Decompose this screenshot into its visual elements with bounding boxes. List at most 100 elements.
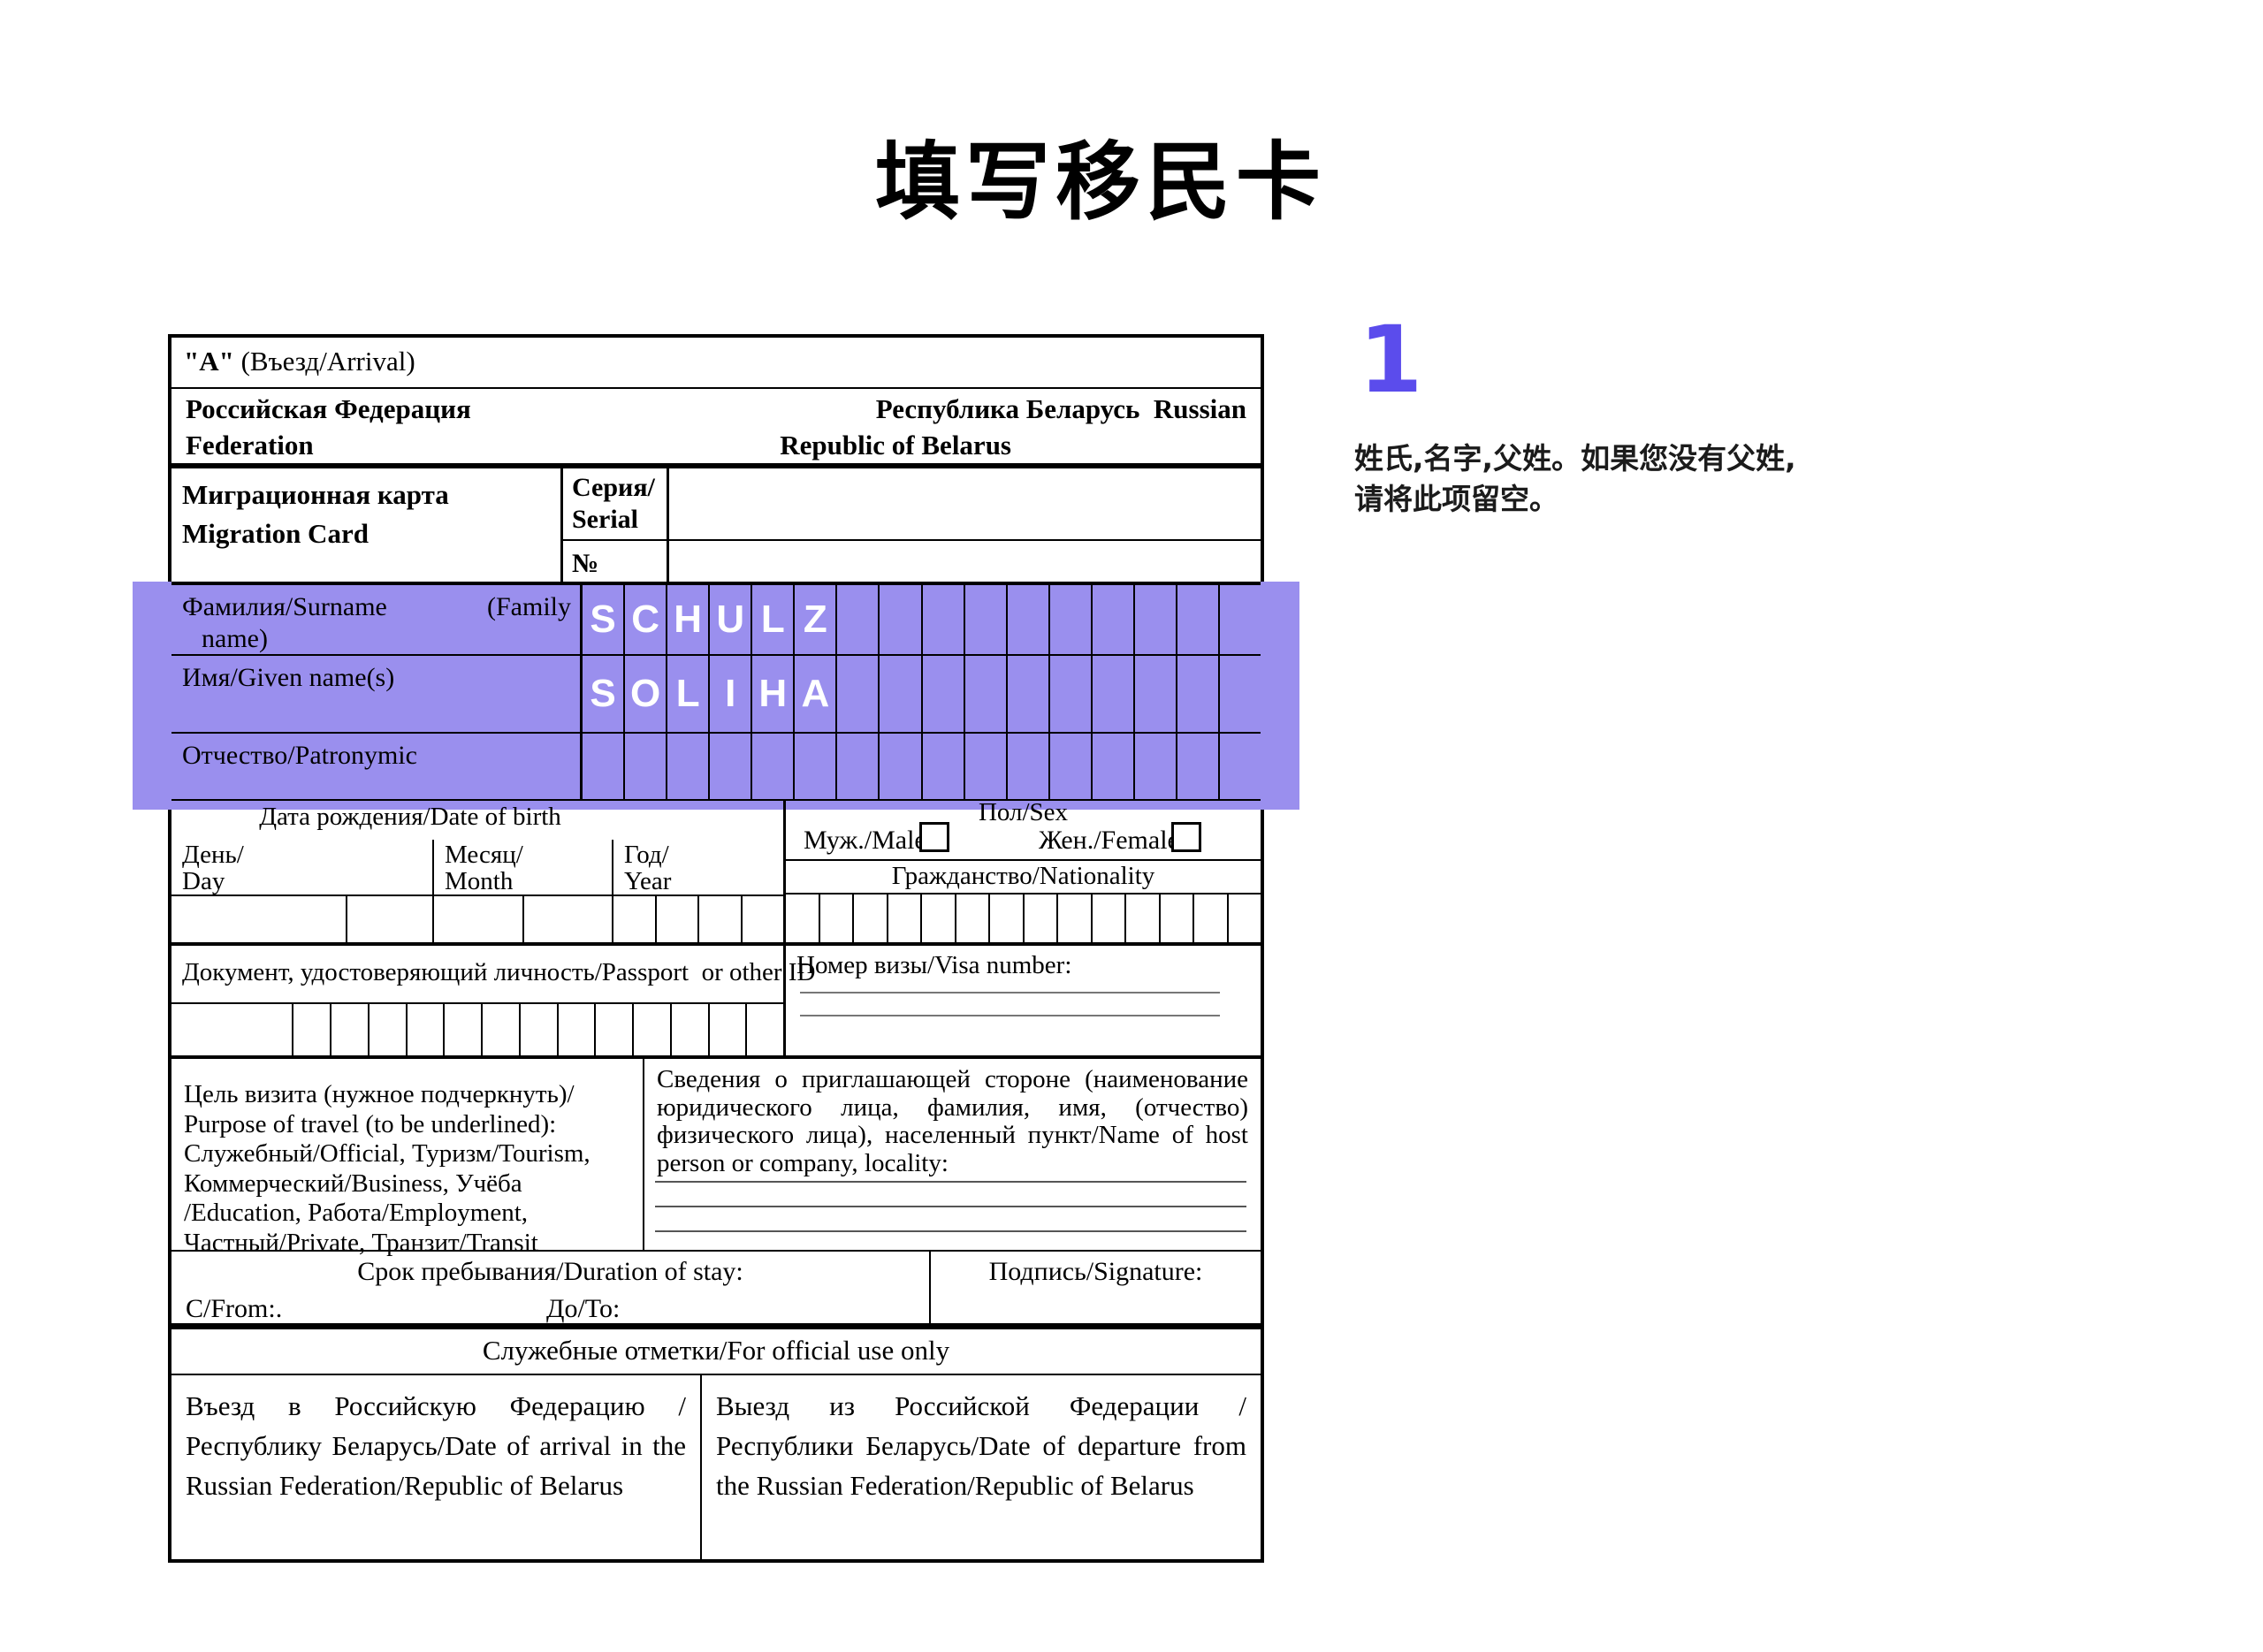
given-name-cell[interactable] <box>1048 656 1091 732</box>
year-cell[interactable] <box>697 896 741 942</box>
patronymic-cell[interactable] <box>878 734 920 799</box>
given-name-cell[interactable]: A <box>793 656 835 732</box>
given-name-cell[interactable] <box>963 656 1006 732</box>
nationality-cell[interactable] <box>1022 895 1057 942</box>
surname-cell[interactable] <box>1048 585 1091 654</box>
duration-of-stay-section: Срок пребывания/Duration of stay: C/From… <box>171 1252 929 1323</box>
passport-cell[interactable] <box>556 1004 595 1055</box>
passport-cell[interactable] <box>669 1004 708 1055</box>
patronymic-cell[interactable] <box>623 734 666 799</box>
passport-cell[interactable] <box>367 1004 406 1055</box>
passport-cell[interactable] <box>405 1004 444 1055</box>
month-cell[interactable] <box>522 896 613 942</box>
document-visa-row: Документ, удостоверяющий личность/Passpo… <box>171 946 1261 1059</box>
patronymic-cell[interactable] <box>1175 734 1218 799</box>
surname-cell[interactable] <box>878 585 920 654</box>
nationality-cell[interactable] <box>1158 895 1193 942</box>
nationality-cell[interactable] <box>1056 895 1091 942</box>
patronymic-cell[interactable] <box>1217 734 1261 799</box>
surname-cell[interactable]: U <box>708 585 751 654</box>
surname-cell[interactable] <box>920 585 964 654</box>
nationality-cell[interactable] <box>1192 895 1227 942</box>
day-cell[interactable] <box>171 896 346 942</box>
passport-cell[interactable] <box>171 1004 292 1055</box>
patronymic-cell[interactable] <box>1090 734 1133 799</box>
passport-cell[interactable] <box>518 1004 557 1055</box>
host-info-line-3[interactable] <box>655 1230 1246 1232</box>
nationality-cell[interactable] <box>1226 895 1261 942</box>
surname-cell[interactable] <box>963 585 1006 654</box>
day-cell[interactable] <box>345 896 432 942</box>
given-name-cell[interactable]: S <box>580 656 623 732</box>
nationality-cell[interactable] <box>818 895 853 942</box>
surname-cell[interactable] <box>1217 585 1261 654</box>
passport-cell[interactable] <box>292 1004 330 1055</box>
given-name-cell[interactable] <box>878 656 920 732</box>
patronymic-cell[interactable] <box>1005 734 1048 799</box>
given-name-cell[interactable] <box>1132 656 1176 732</box>
surname-cell[interactable]: Z <box>793 585 835 654</box>
surname-cell[interactable] <box>1175 585 1218 654</box>
given-name-cell[interactable]: L <box>666 656 708 732</box>
serial-value-field[interactable] <box>672 468 1261 539</box>
visa-number-line-2[interactable] <box>800 1015 1220 1016</box>
birth-sex-row: Дата рождения/Date of birth День/ Day Ме… <box>171 800 1261 946</box>
given-name-cell[interactable] <box>920 656 964 732</box>
given-name-cell[interactable] <box>835 656 878 732</box>
given-name-cell[interactable]: I <box>708 656 751 732</box>
host-info-line-1[interactable] <box>655 1181 1246 1183</box>
surname-cell[interactable]: S <box>580 585 623 654</box>
patronymic-cell[interactable] <box>580 734 623 799</box>
patronymic-cell[interactable] <box>835 734 878 799</box>
surname-cell[interactable] <box>835 585 878 654</box>
nationality-cell[interactable] <box>988 895 1023 942</box>
patronymic-cell[interactable] <box>1132 734 1176 799</box>
nationality-label: Гражданство/Nationality <box>786 861 1261 895</box>
female-checkbox[interactable] <box>1171 822 1201 852</box>
surname-cell[interactable]: H <box>666 585 708 654</box>
visa-number-line-1[interactable] <box>800 992 1220 993</box>
given-name-cell[interactable] <box>1175 656 1218 732</box>
surname-cell[interactable] <box>1005 585 1048 654</box>
year-cell[interactable] <box>613 896 655 942</box>
month-cell[interactable] <box>434 896 522 942</box>
year-cell[interactable] <box>740 896 784 942</box>
passport-cell[interactable] <box>707 1004 746 1055</box>
nationality-cells <box>786 895 1261 942</box>
passport-cell[interactable] <box>443 1004 481 1055</box>
nationality-cell[interactable] <box>920 895 955 942</box>
nationality-cell[interactable] <box>1090 895 1125 942</box>
patronymic-cell[interactable] <box>751 734 793 799</box>
passport-cell[interactable] <box>632 1004 670 1055</box>
male-checkbox[interactable] <box>919 822 949 852</box>
patronymic-cell[interactable] <box>963 734 1006 799</box>
surname-cell[interactable] <box>1132 585 1176 654</box>
surname-cell[interactable]: C <box>623 585 666 654</box>
number-value-field[interactable] <box>672 541 1261 582</box>
surname-label: Фамилия/Surname (Family name) <box>171 585 580 654</box>
surname-cell[interactable] <box>1090 585 1133 654</box>
passport-cell[interactable] <box>594 1004 632 1055</box>
given-name-cell[interactable] <box>1005 656 1048 732</box>
given-name-cell[interactable] <box>1217 656 1261 732</box>
patronymic-cell[interactable] <box>793 734 835 799</box>
given-name-cell[interactable]: H <box>751 656 793 732</box>
given-name-cell[interactable]: O <box>623 656 666 732</box>
patronymic-cell[interactable] <box>1048 734 1091 799</box>
patronymic-cell[interactable] <box>666 734 708 799</box>
given-name-cell[interactable] <box>1090 656 1133 732</box>
host-info-line-2[interactable] <box>655 1206 1246 1207</box>
nationality-cell[interactable] <box>786 895 819 942</box>
passport-cell[interactable] <box>481 1004 519 1055</box>
patronymic-cell[interactable] <box>920 734 964 799</box>
nationality-cell[interactable] <box>886 895 921 942</box>
nationality-cell[interactable] <box>954 895 989 942</box>
passport-cell[interactable] <box>745 1004 783 1055</box>
nationality-cell[interactable] <box>852 895 887 942</box>
year-cell[interactable] <box>654 896 698 942</box>
signature-section[interactable]: Подпись/Signature: <box>929 1252 1261 1323</box>
patronymic-cell[interactable] <box>708 734 751 799</box>
passport-cell[interactable] <box>330 1004 368 1055</box>
nationality-cell[interactable] <box>1124 895 1159 942</box>
surname-cell[interactable]: L <box>751 585 793 654</box>
